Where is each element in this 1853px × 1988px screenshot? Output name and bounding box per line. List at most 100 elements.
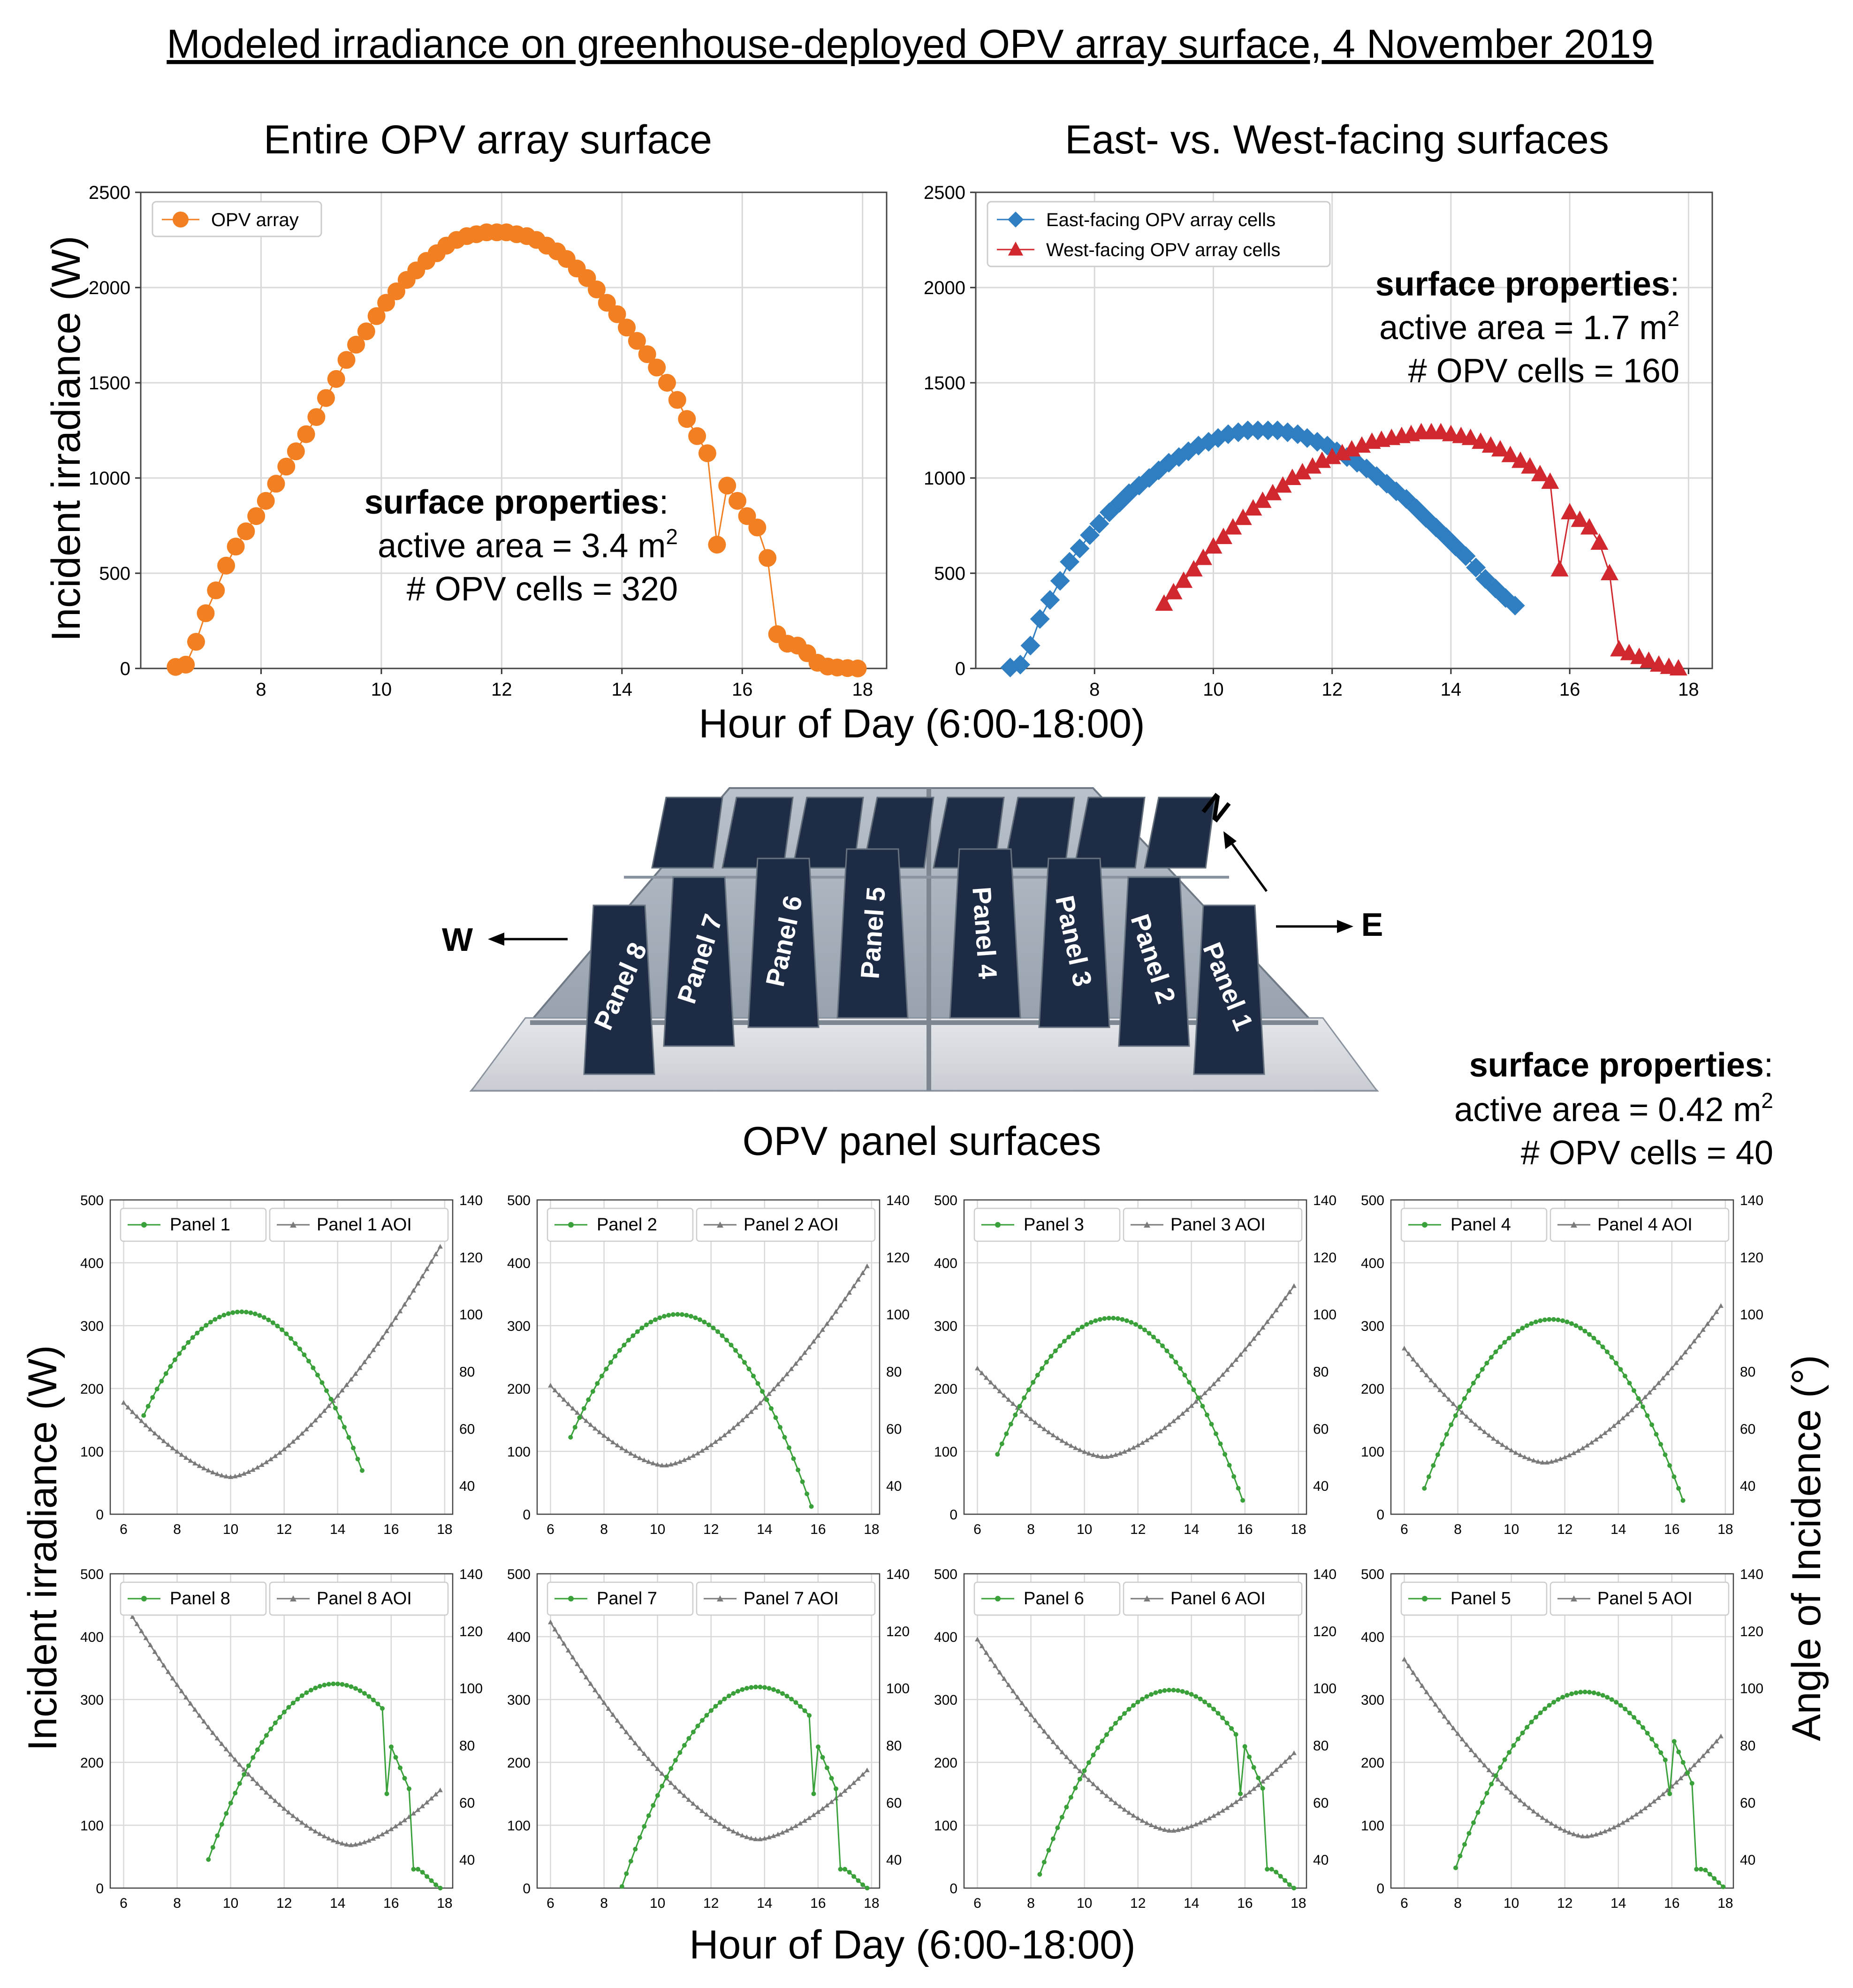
data-point [1472,432,1490,449]
eastwest-props-area: active area = 1.7 m2 [1379,306,1679,347]
aoi-point [237,1762,243,1767]
irradiance-point [239,1309,244,1314]
x-tick-label: 18 [1291,1522,1306,1537]
irradiance-point [346,1435,351,1440]
legend-label: Panel 2 [597,1215,657,1235]
irradiance-point [660,1783,665,1789]
irradiance-point [277,1715,282,1720]
irradiance-point [1265,1867,1270,1872]
irradiance-point [624,1871,629,1876]
aoi-point [1402,1345,1407,1351]
aoi-point [192,1460,198,1465]
aoi-point [632,1453,638,1458]
aoi-point [223,1473,229,1479]
aoi-point [1104,1454,1109,1459]
irradiance-point [1120,1317,1125,1322]
legend-marker [1144,1222,1150,1228]
aoi-point [833,1309,839,1314]
aoi-point [1553,1823,1559,1829]
aoi-point [1260,1325,1266,1330]
aoi-point [730,1425,736,1430]
irradiance-point [675,1312,680,1317]
y2-tick-label: 60 [886,1421,902,1437]
aoi-point [134,1414,140,1419]
y2-tick-label: 80 [1313,1364,1329,1380]
irradiance-point [1220,1715,1225,1721]
aoi-point [1019,1700,1025,1705]
aoi-point [1251,1336,1257,1341]
aoi-point [402,1302,407,1307]
irradiance-point [686,1736,691,1741]
panel-chart-panel-7: 6 8 10 12 14 16 18 0 100 200 300 400 500 40 60 80 100 120… [507,1567,910,1911]
aoi-point [348,1842,354,1847]
irradiance-point [210,1845,215,1850]
aoi-point [646,1459,652,1464]
irradiance-point [1654,1743,1659,1748]
irradiance-point [293,1341,298,1346]
irradiance-point [811,1791,816,1796]
irradiance-point [1422,1486,1427,1491]
aoi-point [1411,1357,1416,1362]
aoi-point [806,1344,812,1350]
aoi-point [428,1259,434,1264]
aoi-point [1144,1820,1150,1825]
aoi-point [735,1831,741,1836]
aoi-point [1437,1707,1443,1713]
upper-cell [1073,797,1146,869]
aoi-point [290,1439,296,1444]
irradiance-point [1520,1730,1525,1736]
aoi-point [273,1798,278,1803]
aoi-point [157,1656,162,1661]
irradiance-point [190,1335,195,1340]
aoi-point [148,1427,153,1432]
aoi-point [1041,1426,1047,1431]
irradiance-point [1698,1867,1703,1872]
aoi-point [246,1469,251,1474]
aoi-point [179,1688,184,1693]
irradiance-point [221,1313,227,1318]
aoi-point [437,1244,443,1249]
irradiance-point [1084,1322,1089,1327]
legend-box [269,1207,449,1242]
aoi-point [1282,1295,1288,1300]
y-tick-label: 100 [934,1818,957,1834]
irradiance-point [1627,1710,1632,1715]
y2-tick-label: 100 [886,1307,910,1323]
irradiance-point [1198,1696,1203,1701]
data-point [1650,655,1668,672]
data-point [1669,659,1687,675]
irradiance-point [798,1704,803,1709]
irradiance-point [851,1874,857,1879]
irradiance-point [793,1700,798,1705]
aoi-point [1420,1683,1425,1688]
y-tick-label: 400 [80,1630,104,1645]
y-tick-label: 100 [80,1818,104,1834]
irradiance-point [1529,1321,1534,1326]
aoi-point [1616,1419,1621,1424]
aoi-point [1144,1437,1150,1442]
irradiance-point [1560,1318,1565,1323]
irradiance-point [1046,1848,1051,1853]
aoi-point [561,1396,567,1402]
irradiance-point [769,1406,774,1411]
aoi-point [375,1834,380,1839]
data-point [1466,557,1486,577]
aoi-point [1109,1797,1114,1802]
irradiance-point [1013,1412,1018,1418]
irradiance-point [1458,1853,1463,1859]
aoi-point [353,1842,358,1847]
irradiance-point [1064,1805,1069,1810]
irradiance-point [820,1755,825,1760]
aoi-point [1148,1434,1154,1440]
aoi-point [433,1251,439,1256]
irradiance-point [398,1765,402,1770]
irradiance-point [1229,1726,1234,1731]
irradiance-point [1059,1814,1064,1820]
irradiance-point [1057,1343,1063,1348]
aoi-point [762,1836,767,1841]
aoi-point [1264,1319,1270,1324]
irradiance-point [715,1329,720,1334]
aoi-point [268,1794,273,1799]
irradiance-point [599,1373,604,1379]
aoi-point [321,1408,327,1413]
